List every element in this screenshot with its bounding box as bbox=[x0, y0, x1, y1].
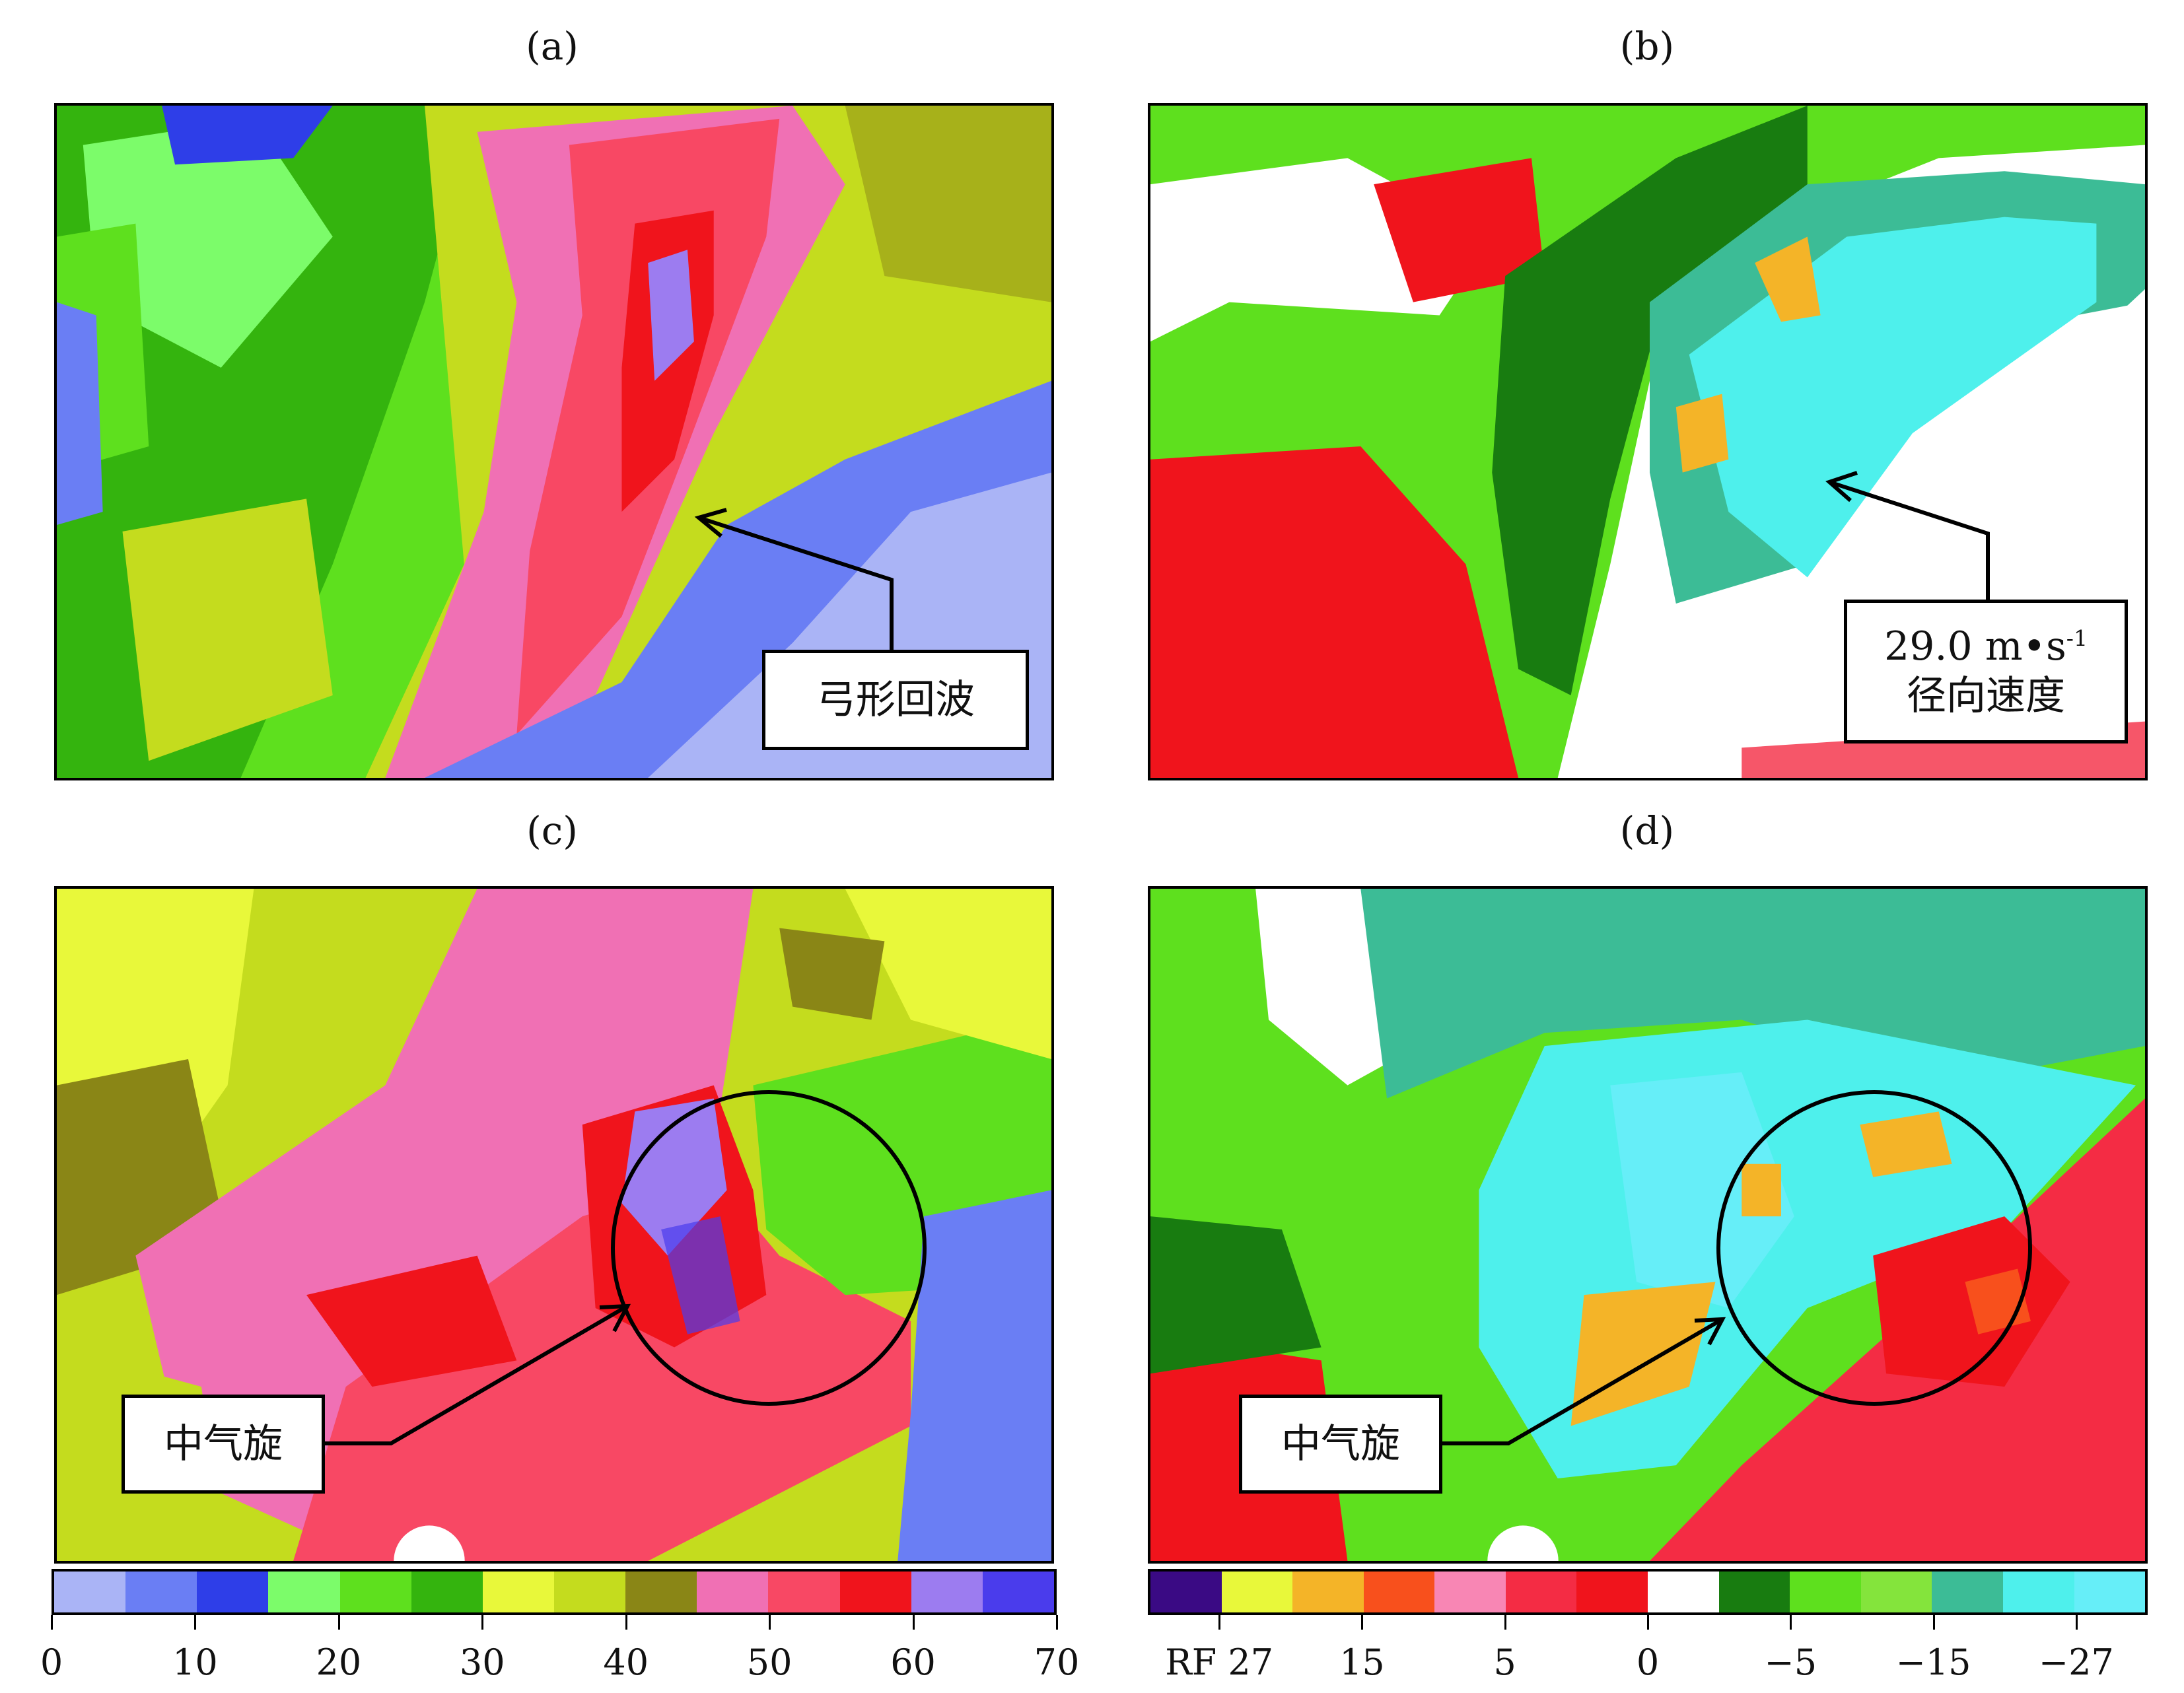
tick-mark bbox=[2075, 1615, 2078, 1630]
radial-velocity-value: 29.0 m•s-1 bbox=[1884, 623, 2088, 670]
tick-label: −15 bbox=[1895, 1641, 1971, 1683]
colorbar-swatch bbox=[1648, 1572, 1719, 1612]
colorbar-swatch bbox=[553, 1572, 626, 1612]
panel-c-label: (c) bbox=[526, 808, 578, 853]
colorbar-swatch bbox=[482, 1572, 554, 1612]
colorbar-swatch bbox=[1363, 1572, 1435, 1612]
tick-mark bbox=[769, 1615, 771, 1630]
colorbar-swatch bbox=[911, 1572, 983, 1612]
colorbar-swatch bbox=[625, 1572, 697, 1612]
tick-label: 10 bbox=[172, 1641, 218, 1683]
tick-label: 30 bbox=[459, 1641, 505, 1683]
bow-echo-callout: 弓形回波 bbox=[762, 650, 1029, 750]
panel-a-label: (a) bbox=[526, 24, 579, 69]
colorbar-swatch bbox=[1790, 1572, 1861, 1612]
tick-label: 20 bbox=[316, 1641, 362, 1683]
colorbar-swatch bbox=[1718, 1572, 1790, 1612]
colorbar-swatch bbox=[197, 1572, 269, 1612]
velocity-colorbar bbox=[1148, 1569, 2148, 1615]
tick-label: 60 bbox=[890, 1641, 936, 1683]
colorbar-swatch bbox=[1150, 1572, 1222, 1612]
colorbar-swatch bbox=[982, 1572, 1054, 1612]
tick-mark bbox=[1647, 1615, 1649, 1630]
colorbar-swatch bbox=[697, 1572, 769, 1612]
tick-mark bbox=[1218, 1615, 1221, 1630]
colorbar-swatch bbox=[1505, 1572, 1577, 1612]
tick-mark bbox=[912, 1615, 915, 1630]
colorbar-swatch bbox=[768, 1572, 840, 1612]
tick-mark bbox=[194, 1615, 197, 1630]
radial-velocity-callout: 29.0 m•s-1 径向速度 bbox=[1844, 600, 2128, 743]
tick-mark bbox=[51, 1615, 53, 1630]
tick-mark bbox=[1056, 1615, 1058, 1630]
tick-label: −5 bbox=[1764, 1641, 1817, 1683]
tick-label: −27 bbox=[2038, 1641, 2114, 1683]
colorbar-swatch bbox=[411, 1572, 483, 1612]
tick-mark bbox=[337, 1615, 340, 1630]
colorbar-swatch bbox=[1860, 1572, 1932, 1612]
colorbar-swatch bbox=[1932, 1572, 2003, 1612]
colorbar-swatch bbox=[1434, 1572, 1506, 1612]
tick-label: 40 bbox=[603, 1641, 649, 1683]
radial-velocity-label: 径向速度 bbox=[1907, 673, 2065, 719]
panel-d-label: (d) bbox=[1619, 808, 1675, 853]
colorbar-swatch bbox=[1576, 1572, 1648, 1612]
tick-label: 15 bbox=[1339, 1641, 1385, 1683]
reflectivity-colorbar bbox=[52, 1569, 1057, 1615]
tick-label: 5 bbox=[1493, 1641, 1516, 1683]
tick-mark bbox=[1932, 1615, 1935, 1630]
panel-b-label: (b) bbox=[1619, 24, 1675, 69]
mesocyclone-callout-c: 中气旋 bbox=[122, 1395, 325, 1494]
tick-label: 0 bbox=[40, 1641, 63, 1683]
colorbar-swatch bbox=[1221, 1572, 1293, 1612]
colorbar-swatch bbox=[54, 1572, 126, 1612]
tick-label: 0 bbox=[1636, 1641, 1660, 1683]
colorbar-swatch bbox=[2002, 1572, 2074, 1612]
colorbar-swatch bbox=[839, 1572, 911, 1612]
tick-mark bbox=[1790, 1615, 1792, 1630]
colorbar-swatch bbox=[339, 1572, 411, 1612]
tick-mark bbox=[1361, 1615, 1364, 1630]
colorbar-swatch bbox=[1292, 1572, 1364, 1612]
tick-label: RF 27 bbox=[1165, 1641, 1274, 1683]
colorbar-swatch bbox=[268, 1572, 340, 1612]
colorbar-swatch bbox=[2074, 1572, 2146, 1612]
colorbar-swatch bbox=[125, 1572, 197, 1612]
tick-label: 70 bbox=[1034, 1641, 1080, 1683]
tick-mark bbox=[1504, 1615, 1506, 1630]
tick-mark bbox=[625, 1615, 627, 1630]
mesocyclone-callout-d: 中气旋 bbox=[1239, 1395, 1442, 1494]
tick-label: 50 bbox=[746, 1641, 793, 1683]
tick-mark bbox=[481, 1615, 484, 1630]
